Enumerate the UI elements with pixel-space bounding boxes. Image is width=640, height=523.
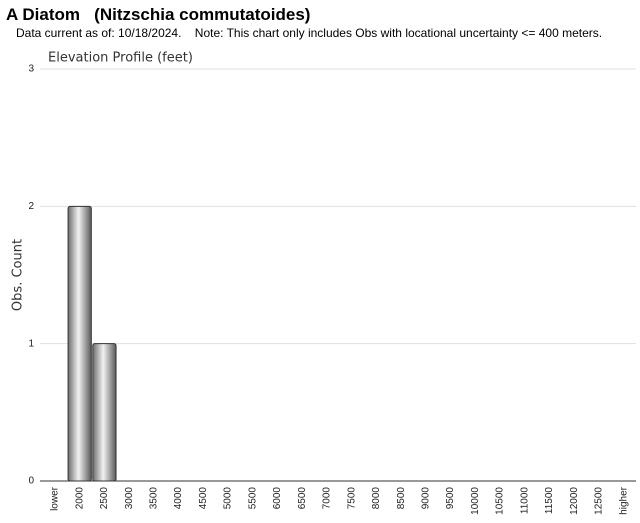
x-tick-label: 3500 [149, 487, 160, 510]
x-tick-label: 11500 [544, 487, 555, 515]
y-tick-label: 0 [28, 476, 34, 487]
bar [67, 205, 92, 482]
page-subtitle: Data current as of: 10/18/2024. Note: Th… [16, 26, 603, 40]
x-tick-label: 4000 [173, 487, 184, 510]
x-tick-label: 3000 [124, 487, 135, 510]
x-tick-label: 6000 [272, 487, 283, 510]
y-tick-label: 2 [28, 201, 34, 212]
x-tick-label: 6500 [297, 487, 308, 510]
x-tick-label: 10000 [470, 487, 481, 515]
page-title: A Diatom (Nitzschia commutatoides) [6, 5, 311, 24]
bar [92, 343, 117, 482]
x-tick-label: 5500 [247, 487, 258, 510]
x-tick-label: 11000 [519, 487, 530, 515]
x-tick-label: higher [618, 486, 629, 514]
x-tick-label: 4500 [198, 487, 209, 510]
x-tick-label: 7500 [346, 487, 357, 510]
x-tick-label: 9500 [445, 487, 456, 510]
y-tick-label: 3 [28, 64, 34, 75]
x-tick-label: 2500 [99, 487, 110, 510]
x-tick-label: 5000 [223, 487, 234, 510]
x-tick-label: 7000 [322, 487, 333, 510]
x-tick-label: lower [50, 486, 61, 511]
y-axis-label: Obs. Count [11, 239, 26, 311]
x-tick-label: 10500 [495, 487, 506, 515]
x-tick-label: 8000 [371, 487, 382, 510]
chart-title: Elevation Profile (feet) [48, 51, 193, 66]
x-tick-label: 8500 [396, 487, 407, 510]
y-tick-label: 1 [28, 338, 34, 349]
x-tick-label: 12500 [594, 487, 605, 515]
x-tick-label: 12000 [569, 487, 580, 515]
x-tick-label: 9000 [420, 487, 431, 510]
x-tick-label: 2000 [74, 487, 85, 510]
